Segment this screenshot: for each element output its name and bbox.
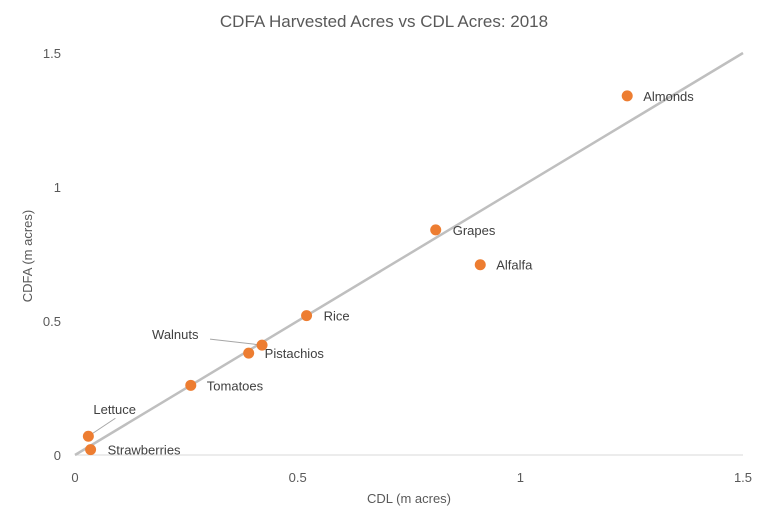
data-label: Pistachios [265, 346, 325, 361]
data-point [256, 339, 268, 351]
data-label: Strawberries [108, 443, 181, 458]
x-tick-label: 1 [517, 470, 524, 485]
data-label: Rice [324, 309, 350, 324]
data-point [621, 90, 633, 102]
data-point [430, 224, 442, 236]
axes: 0 0.5 1 1.5 0 0.5 1 1.5 [43, 46, 752, 485]
leader-line [209, 338, 263, 346]
data-label: Alfalfa [496, 258, 533, 273]
reference-line-group [74, 51, 744, 457]
data-point [85, 444, 97, 456]
data-label: Almonds [643, 89, 694, 104]
x-axis-title: CDL (m acres) [367, 491, 451, 506]
data-point [301, 310, 313, 322]
chart-title: CDFA Harvested Acres vs CDL Acres: 2018 [220, 12, 548, 31]
y-tick-label: 1.5 [43, 46, 61, 61]
x-tick-label: 0 [71, 470, 78, 485]
data-label: Grapes [453, 223, 496, 238]
data-label: Tomatoes [207, 378, 264, 393]
y-axis-title: CDFA (m acres) [20, 210, 35, 302]
x-tick-label: 1.5 [734, 470, 752, 485]
y-tick-label: 0 [54, 448, 61, 463]
data-point [243, 347, 255, 359]
data-label: Walnuts [152, 327, 199, 342]
y-tick-label: 1 [54, 180, 61, 195]
data-point [185, 379, 197, 391]
data-points [82, 90, 633, 456]
data-point [82, 430, 94, 442]
x-tick-label: 0.5 [289, 470, 307, 485]
data-label: Lettuce [93, 402, 136, 417]
data-point [474, 259, 486, 271]
reference-line [74, 51, 744, 457]
y-tick-label: 0.5 [43, 314, 61, 329]
data-labels: Almonds Grapes Alfalfa Rice Walnuts Pistachio… [93, 89, 694, 458]
